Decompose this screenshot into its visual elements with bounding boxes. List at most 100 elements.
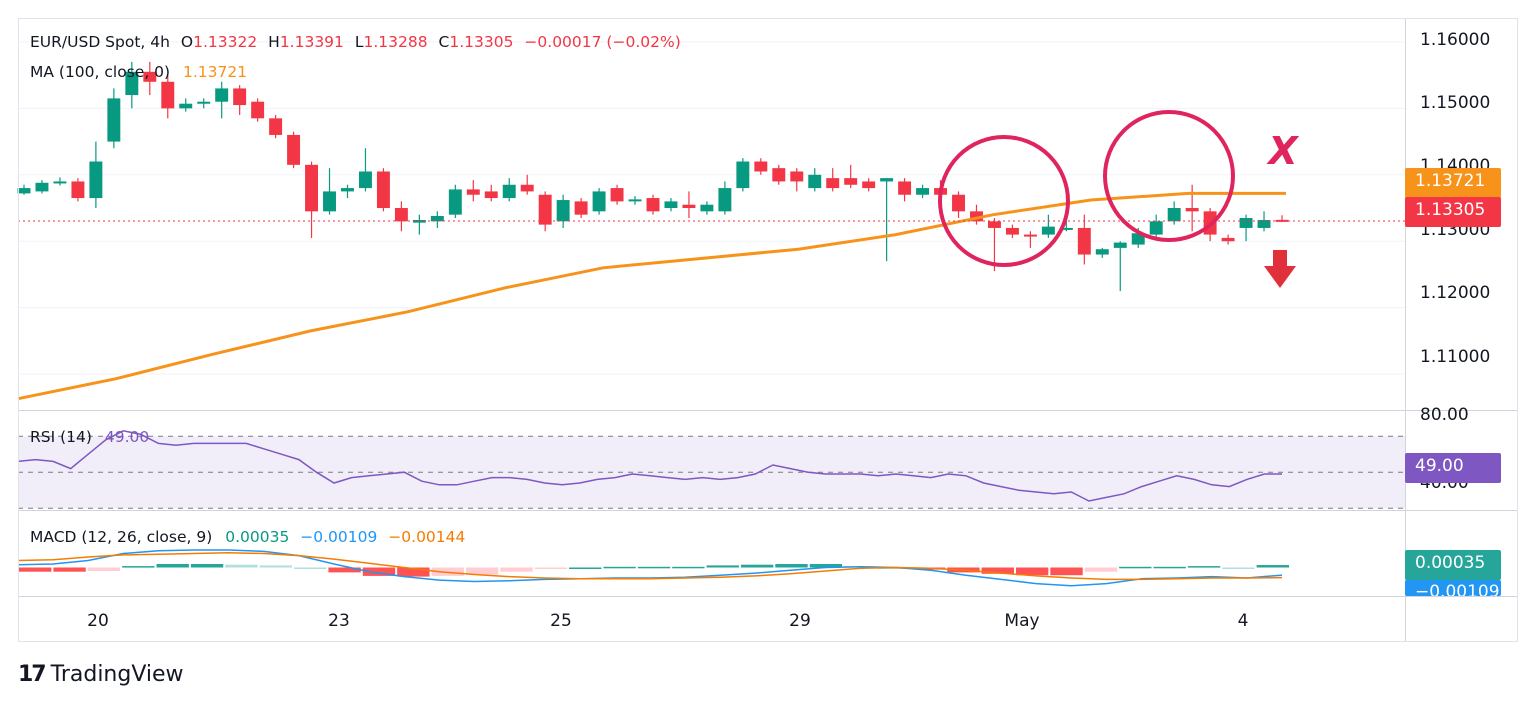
candle-body	[1149, 221, 1163, 235]
macd-histogram-bar	[534, 567, 568, 569]
candle-body	[1023, 234, 1037, 237]
macd-pane	[17, 549, 1289, 587]
rsi-tick-label: 80.00	[1420, 405, 1469, 425]
macd-histogram-bar	[225, 564, 258, 568]
date-tick-label: 29	[789, 611, 811, 631]
candle-body	[700, 204, 714, 212]
candle-body	[862, 181, 876, 189]
macd-histogram-bar	[190, 564, 224, 568]
candle-body	[125, 71, 139, 96]
candle-body	[143, 71, 157, 82]
candle-body	[646, 198, 660, 212]
highlight-circle	[1103, 110, 1235, 242]
candle-body	[251, 101, 265, 119]
candle-body	[466, 189, 480, 195]
annotations: X	[938, 110, 1299, 288]
candle-body	[682, 204, 696, 209]
candle-body	[592, 191, 606, 212]
macd-histogram-bar	[981, 567, 1014, 574]
candle-body	[520, 184, 534, 192]
candle-body	[754, 161, 768, 172]
date-tick-label: May	[1004, 611, 1040, 631]
macd-histogram-bar	[397, 567, 430, 577]
down-arrow-icon	[1273, 250, 1287, 267]
candle-body	[574, 201, 588, 215]
price-tick-label: 1.16000	[1420, 30, 1491, 50]
candle-body	[197, 101, 211, 104]
candle-body	[916, 188, 930, 195]
candle-body	[1257, 219, 1271, 228]
candle-body	[269, 118, 283, 135]
candle-body	[179, 103, 193, 109]
macd-histogram-bar	[1119, 566, 1152, 569]
macd-histogram-bar	[87, 567, 121, 571]
price-tick-label: 1.15000	[1420, 93, 1491, 113]
candle-body	[1239, 217, 1253, 228]
low-value: 1.13288	[363, 33, 428, 51]
macd-histogram-bar	[706, 565, 739, 568]
brand-name: TradingView	[50, 662, 184, 687]
candle-body	[323, 191, 336, 212]
macd-histogram-bar	[19, 567, 52, 572]
rsi-pane	[17, 430, 1405, 509]
macd-histogram-bar	[569, 567, 602, 569]
candle-body	[89, 161, 103, 199]
rsi-tag: 49.00	[1405, 453, 1501, 483]
candle-body	[71, 181, 85, 199]
candle-body	[987, 221, 1001, 228]
candle-body	[448, 189, 462, 215]
macd-hist-value: 0.00035	[225, 528, 290, 546]
candle-body	[952, 194, 965, 212]
macd-histogram-bar	[1015, 567, 1049, 576]
candle-body	[35, 182, 49, 192]
macd-histogram-bar	[294, 567, 327, 569]
candle-body	[394, 208, 408, 222]
candle-body	[233, 88, 247, 106]
high-label: H	[268, 33, 280, 51]
macd-histogram-bar	[156, 564, 189, 568]
ma-value: 1.13721	[183, 63, 248, 81]
tradingview-brand: 17 TradingView	[18, 662, 184, 687]
candle-body	[1077, 227, 1091, 255]
open-value: 1.13322	[193, 33, 258, 51]
macd-histogram-bar	[809, 564, 843, 568]
candle-body	[430, 215, 444, 222]
open-label: O	[180, 33, 194, 51]
change-value: −0.00017 (−0.02%)	[524, 33, 681, 51]
candle-body	[305, 164, 319, 212]
candle-body	[538, 194, 552, 225]
symbol-legend: EUR/USD Spot, 4h O1.13322 H1.13391 L1.13…	[30, 33, 681, 51]
chart-border	[18, 18, 1518, 642]
candle-body	[484, 191, 498, 199]
candle-body	[610, 188, 624, 202]
candle-body	[358, 171, 372, 189]
highlight-circle	[938, 135, 1070, 267]
pane-borders	[18, 18, 1518, 642]
macd-signal-line	[17, 552, 1283, 581]
macd-histogram-bar	[1050, 567, 1083, 576]
candle-body	[1185, 208, 1199, 212]
high-value: 1.13391	[279, 33, 344, 51]
macd-histogram-bar	[259, 565, 293, 568]
rsi-legend: RSI (14) 49.00	[30, 428, 149, 446]
candle-body	[808, 174, 822, 189]
annotation-x: X	[1266, 129, 1299, 173]
macd-histogram-bar	[1222, 567, 1255, 569]
candle-body	[556, 200, 570, 222]
candle-body	[1041, 226, 1055, 235]
close-label: C	[438, 33, 450, 51]
macd-label: MACD (12, 26, close, 9)	[30, 528, 213, 546]
candle-body	[718, 188, 732, 212]
candle-body	[826, 178, 840, 189]
candle-body	[664, 201, 678, 209]
rsi-value: 49.00	[104, 428, 150, 446]
rsi-line	[17, 430, 1282, 502]
macd-histogram-bar	[465, 567, 499, 575]
candle-body	[1095, 249, 1109, 255]
macd-histogram-bar	[1153, 566, 1186, 569]
candle-body	[107, 98, 121, 142]
down-arrow-icon	[1264, 266, 1296, 288]
macd-histogram-bar	[1187, 566, 1221, 568]
macd-histogram-bar	[328, 567, 361, 573]
